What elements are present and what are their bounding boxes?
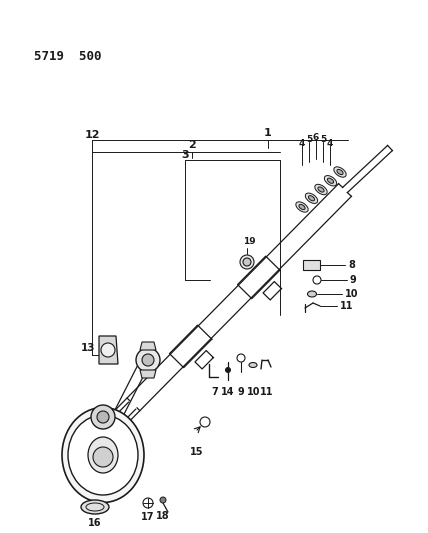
Text: 15: 15 [190, 447, 204, 457]
Ellipse shape [337, 169, 343, 175]
Ellipse shape [307, 291, 316, 297]
Text: 10: 10 [345, 289, 359, 299]
Circle shape [136, 348, 160, 372]
Text: 3: 3 [181, 150, 189, 160]
Ellipse shape [249, 362, 257, 367]
Ellipse shape [309, 196, 315, 201]
Circle shape [101, 343, 115, 357]
Circle shape [243, 258, 251, 266]
Text: 11: 11 [260, 387, 274, 397]
Circle shape [160, 497, 166, 503]
Circle shape [240, 255, 254, 269]
Text: 17: 17 [141, 512, 155, 522]
Ellipse shape [318, 187, 324, 192]
Text: 2: 2 [188, 140, 196, 150]
Text: 8: 8 [348, 260, 355, 270]
Circle shape [91, 405, 115, 429]
Polygon shape [303, 260, 320, 270]
Text: 4: 4 [327, 139, 333, 148]
Text: 14: 14 [221, 387, 235, 397]
Text: 5: 5 [320, 135, 326, 144]
Text: 9: 9 [350, 275, 357, 285]
Text: 9: 9 [238, 387, 244, 397]
Circle shape [226, 367, 231, 373]
Text: 4: 4 [299, 139, 305, 148]
Ellipse shape [88, 437, 118, 473]
Ellipse shape [299, 205, 305, 209]
Text: 12: 12 [84, 130, 100, 140]
Polygon shape [140, 342, 156, 350]
Circle shape [97, 411, 109, 423]
Circle shape [142, 354, 154, 366]
Text: 19: 19 [243, 238, 256, 246]
Text: 16: 16 [88, 518, 102, 528]
Polygon shape [99, 336, 118, 364]
Text: 5: 5 [306, 135, 312, 144]
Ellipse shape [334, 167, 346, 177]
Ellipse shape [81, 500, 109, 514]
Text: 11: 11 [340, 301, 354, 311]
Text: 13: 13 [81, 343, 95, 353]
Polygon shape [140, 370, 156, 378]
Ellipse shape [296, 202, 308, 212]
Text: 6: 6 [313, 133, 319, 141]
Text: 5719  500: 5719 500 [34, 50, 101, 63]
Text: 18: 18 [156, 511, 170, 521]
Text: 7: 7 [211, 387, 218, 397]
Text: 10: 10 [247, 387, 261, 397]
Ellipse shape [62, 408, 144, 503]
Circle shape [93, 447, 113, 467]
Ellipse shape [315, 184, 327, 195]
Ellipse shape [327, 178, 333, 183]
Ellipse shape [68, 415, 138, 495]
Text: 1: 1 [264, 128, 272, 138]
Ellipse shape [305, 193, 318, 204]
Ellipse shape [324, 175, 337, 186]
